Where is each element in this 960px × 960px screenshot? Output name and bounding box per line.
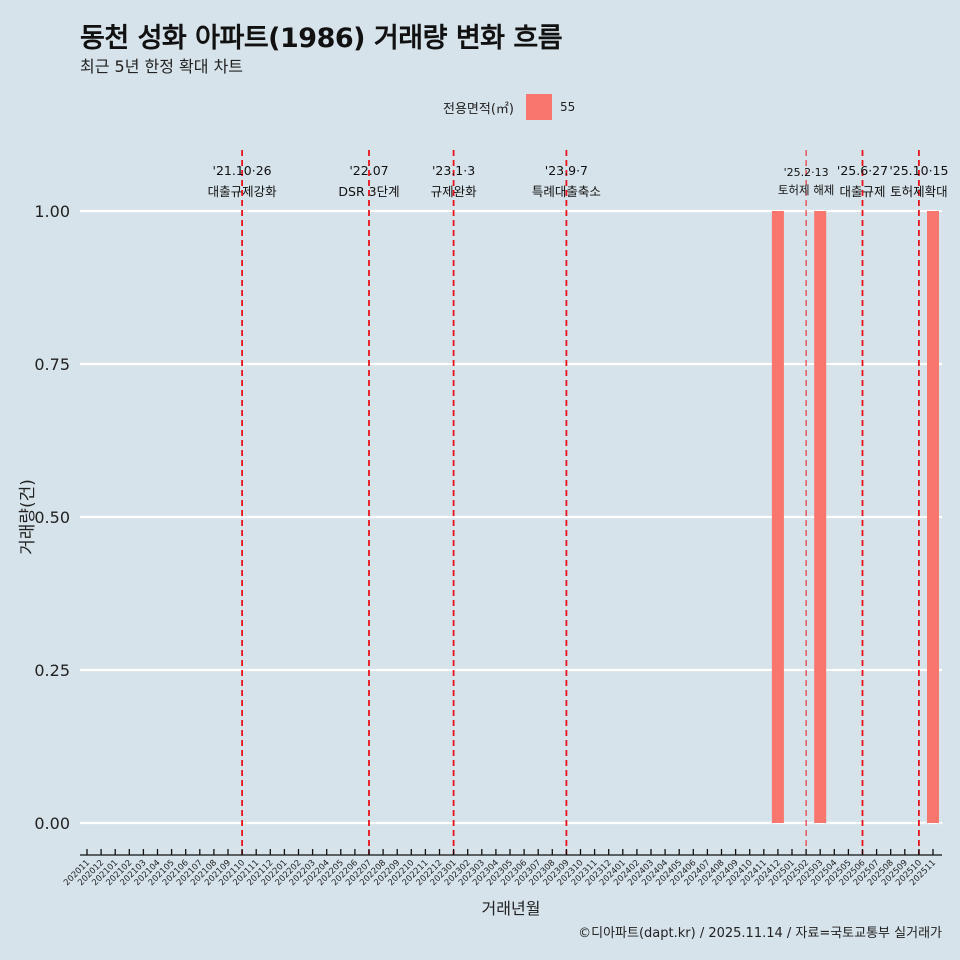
event-name-label: 특례대출축소 [532, 184, 601, 199]
source-caption: ©디아파트(dapt.kr) / 2025.11.14 / 자료=국토교통부 실… [578, 926, 942, 941]
bar-202511 [927, 211, 939, 823]
event-name-label: 규제완화 [431, 184, 478, 199]
event-name-label: 대출규제강화 [208, 184, 278, 199]
event-date-label: '23.1·3 [432, 163, 475, 178]
event-date-label: '22.07 [349, 163, 388, 178]
y-tick-label: 0.50 [34, 508, 70, 527]
chart-subtitle: 최근 5년 한정 확대 차트 [80, 57, 244, 76]
y-tick-label: 0.75 [34, 355, 70, 374]
event-date-label: '25.6·27 [837, 163, 888, 178]
legend: 전용면적(㎡) 55 [443, 94, 575, 120]
chart-title: 동천 성화 아파트(1986) 거래량 변화 흐름 [80, 23, 563, 54]
y-tick-label: 0.00 [34, 814, 70, 833]
event-date-label: '23.9·7 [545, 163, 588, 178]
event-date-label: '25.10·15 [889, 163, 948, 178]
event-name-label: 토허제 해제 [778, 183, 835, 197]
y-tick-label: 1.00 [34, 202, 70, 221]
event-date-label: '25.2·13 [784, 166, 829, 179]
legend-label-55: 55 [559, 100, 576, 114]
event-date-label: '21.10·26 [213, 163, 272, 178]
legend-title: 전용면적(㎡) [443, 101, 514, 117]
event-name-label: 대출규제 [839, 184, 885, 199]
bar-202412 [771, 211, 784, 823]
bar-202503 [814, 211, 827, 823]
event-name-label: 토허제확대 [890, 184, 948, 199]
event-name-label: DSR 3단계 [338, 184, 399, 199]
legend-key-55 [525, 94, 552, 120]
y-axis-title: 거래량(건) [18, 479, 38, 555]
x-axis-title: 거래년월 [482, 899, 541, 918]
y-tick-label: 0.25 [34, 661, 70, 680]
